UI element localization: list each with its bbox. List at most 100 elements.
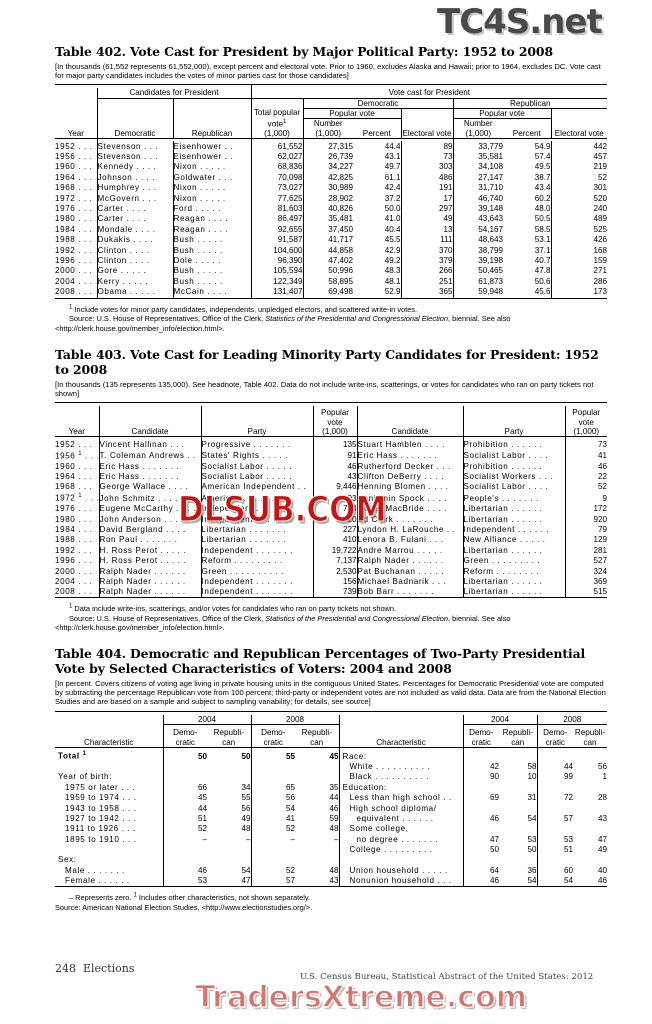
t404-right-2004-dem: 90: [462, 771, 499, 782]
t402-rep-electoral: 52: [550, 172, 608, 183]
t402-rep-percent: 40.7: [534, 255, 551, 265]
t403-party-2: Socialist Labor . . . .: [462, 449, 565, 461]
table-402-row: 2008 . . . Obama . . . . . McCain . . . . …: [55, 286, 608, 299]
t402-rep-number: 38,799: [452, 244, 503, 256]
t403-party-2: Prohibition . . . . . .: [462, 460, 565, 472]
t402-rep-electoral: 520: [550, 192, 608, 204]
t403-party-1: Libertarian . . . . . . .: [200, 524, 313, 535]
t404-left-2004-dem: –: [162, 833, 207, 845]
t402-total-popular-vote: 61,552: [250, 140, 303, 152]
t404-left-2008-dem: [250, 771, 295, 782]
t403-source-post: , biennial. See also <http://clerk.house…: [55, 613, 511, 632]
table-403-head: Year Candidate Party Popular vote (1,000…: [55, 402, 607, 440]
t402-dem-percent: 40.4: [384, 224, 401, 234]
t404-source: Source: American National Election Studi…: [55, 902, 313, 912]
t403-vote-1: 410: [312, 534, 357, 545]
t404-right-characteristic: Nonunion household . . .: [338, 875, 463, 887]
t404-right-characteristic: Black . . . . . . . . . .: [338, 771, 463, 782]
t402-total-popular-vote: 77,625: [250, 192, 303, 204]
t402-rep-percent: 47.8: [534, 266, 551, 276]
table-403-row: 2008 . . . Ralph Nader . . . . . . Indepe…: [55, 586, 607, 598]
t404-left-2004-dem: [162, 844, 207, 855]
t403-footnote-1: Data include write-ins, scatterings, and…: [74, 604, 397, 614]
t404-right-2004-rep: 10: [527, 772, 537, 782]
t402-dem-electoral: 191: [400, 182, 453, 193]
t403-party-1: Independent . . . . . . .: [200, 503, 313, 514]
table-402-bottom-rule: [55, 297, 608, 301]
t402-rep-candidate: Bush . . . . .: [172, 234, 251, 245]
t402-rep-electoral: 457: [550, 151, 608, 162]
t402-total-popular-vote: 122,349: [250, 275, 303, 287]
t402-dem-candidate: Clinton . . . .: [96, 255, 173, 266]
t404-left-2008-dem: 41: [250, 813, 295, 824]
t404-right-2004-rep: [499, 803, 537, 813]
t404-right-2004-rep: [499, 782, 537, 792]
t404-right-2008-dem: 53: [536, 833, 573, 845]
t404-left-2008-dem: –: [250, 833, 295, 845]
t402-rep-candidate: Eisenhower . .: [172, 140, 251, 152]
t402-rep-electoral: 159: [550, 255, 608, 266]
t404-left-2008-dem: 54: [250, 802, 295, 814]
table-403-row: 1952 . . . Vincent Hallinan . . . Progre…: [55, 439, 607, 450]
t403-year: 1968 . . .: [55, 482, 93, 492]
th-republican-candidate: Republican: [172, 98, 251, 139]
table-404-title: Table 404. Democratic and Republican Per…: [55, 645, 586, 676]
t402-rep-electoral: 442: [550, 140, 608, 152]
page-number-footer: 248 Elections: [55, 962, 135, 975]
t403-year: 1980 . . .: [55, 514, 93, 524]
table-404-row: Sex:: [55, 854, 607, 866]
th-total-popular-vote: Total popular vote1 (1,000): [250, 98, 303, 139]
t402-dem-electoral: 365: [400, 286, 453, 299]
t402-dem-number: 50,996: [302, 265, 353, 276]
table-402-row: 1996 . . . Clinton . . . . Dole . . . . . …: [55, 255, 608, 266]
t402-rep-electoral: 426: [550, 234, 608, 245]
t404-right-2004-rep: 54: [527, 876, 537, 886]
t402-dem-number: 40,826: [302, 203, 353, 214]
page-section: Elections: [83, 962, 135, 975]
t404-right-2004-dem: [462, 749, 499, 762]
t404-right-2004-rep: 31: [527, 793, 537, 803]
t404-left-2004-dem: 44: [162, 802, 207, 814]
t402-dem-number: 42,825: [302, 172, 353, 183]
th404-r08-rep: Republi- can: [574, 728, 606, 747]
t403-vote-1: 993: [312, 492, 357, 504]
th403-year: Year: [68, 426, 85, 436]
t402-rep-candidate: Reagan . . . .: [172, 213, 251, 225]
th-democratic-candidate: Democratic: [96, 98, 173, 139]
t403-candidate-1: Ralph Nader . . . . . .: [98, 586, 201, 598]
t402-dem-number: 34,227: [302, 161, 353, 173]
th404-left-2008: 2008: [250, 714, 339, 725]
th404-r04-rep: Republi- can: [502, 728, 533, 747]
t404-left-2008-dem: 55: [250, 749, 295, 762]
th404-l04-rep: Republi- can: [213, 728, 244, 747]
t404-left-2004-rep: 34: [241, 782, 251, 792]
t403-candidate-1: David Bergland . . . .: [98, 524, 201, 535]
page-content: Table 402. Vote Cast for President by Ma…: [55, 0, 608, 912]
t402-dem-electoral: 486: [400, 172, 453, 183]
t403-vote-2: 46: [564, 460, 607, 472]
t403-vote-2: 527: [564, 555, 607, 566]
t404-right-2008-rep: 28: [597, 793, 607, 803]
t403-party-2: Libertarian . . . . . .: [462, 503, 565, 514]
table-404-headnote: [In percent. Covers citizens of voting a…: [55, 678, 606, 707]
t404-left-2004-dem: 66: [162, 781, 207, 793]
t403-party-1: Green . . . . . . . . . .: [200, 565, 313, 577]
table-402-headnote: [In thousands (61,552 represents 61,552,…: [55, 62, 601, 81]
t403-candidate-2: Pat Buchanan . . . . .: [356, 565, 463, 577]
t404-right-2004-dem: 50: [462, 844, 499, 855]
t402-total-popular-vote: 62,027: [250, 151, 303, 162]
t404-right-characteristic: College . . . . . . . . .: [338, 844, 463, 855]
th-rep-number: Number (1,000): [452, 118, 503, 139]
t402-rep-candidate: Bush . . . . .: [172, 265, 251, 276]
table-404-row: 1943 to 1958 . . . 44 56 54 46 High school d…: [55, 802, 607, 814]
t403-vote-2: 129: [564, 534, 607, 545]
t403-party-2: People's . . . . . . .: [462, 492, 565, 504]
t403-vote-2: 172: [564, 503, 607, 514]
table-403-headnote: [In thousands (135 represents 135,000). …: [55, 379, 594, 399]
t402-rep-candidate: Goldwater . . .: [172, 172, 251, 183]
t402-dem-electoral: 297: [400, 203, 453, 214]
t402-total-popular-vote: 86,497: [250, 213, 303, 225]
t402-dem-candidate: Kerry . . . . .: [96, 275, 173, 287]
t402-rep-number: 59,948: [452, 286, 503, 299]
t404-left-2008-rep: [295, 855, 339, 865]
